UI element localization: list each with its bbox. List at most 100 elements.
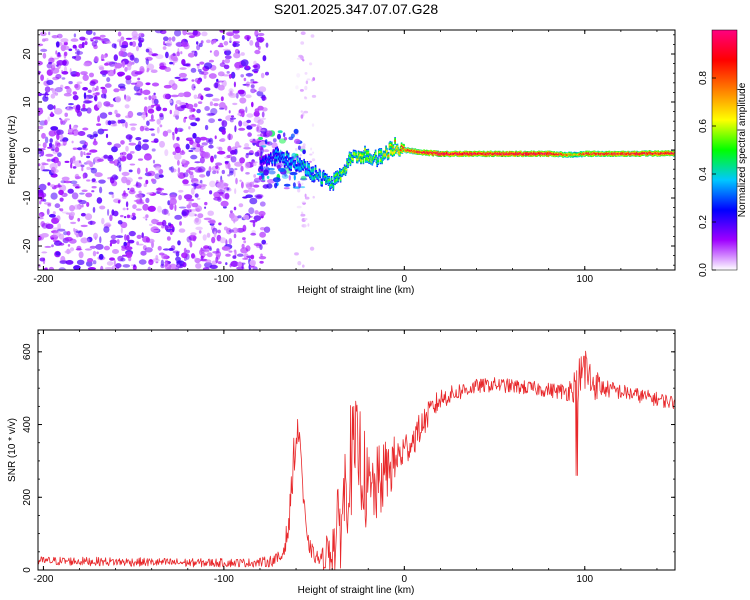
spectrogram-cell <box>123 216 127 219</box>
spectrogram-ridge-cell <box>271 161 274 164</box>
spectrogram-cell <box>191 183 199 187</box>
spectrogram-cell <box>234 125 237 133</box>
spectrogram-cell <box>146 63 155 71</box>
spectrogram-cell <box>256 34 259 41</box>
spectrogram-ridge-cell <box>520 152 522 154</box>
spectrogram-cell <box>75 230 82 234</box>
spectrogram-cell <box>304 218 308 221</box>
spectrogram-cell <box>145 197 150 204</box>
spectrogram-cell <box>136 112 143 116</box>
spectrogram-ridge-cell <box>417 151 420 153</box>
spectrogram-cell <box>91 41 98 47</box>
spectrogram-cell <box>213 231 217 238</box>
spectrogram-cell <box>56 33 63 39</box>
spectrogram-cell <box>174 76 181 79</box>
spectrogram-cell <box>159 114 164 121</box>
spectrogram-cell <box>56 41 60 48</box>
spectrogram-cell <box>109 160 115 164</box>
spectrogram-cell <box>300 175 307 180</box>
spectrogram-ridge-cell <box>420 151 422 153</box>
spectrogram-cell <box>98 253 104 260</box>
spectrogram-ridge-cell <box>456 153 459 155</box>
x-tick-label: -200 <box>33 574 53 585</box>
spectrogram-cell <box>132 204 137 210</box>
spectrogram-cell <box>121 245 128 249</box>
spectrogram-cell <box>60 118 63 125</box>
spectrogram-cell <box>172 151 177 155</box>
spectrogram-ridge-cell <box>463 153 465 155</box>
spectrogram-cell <box>87 258 94 263</box>
spectrogram-cell <box>60 84 64 90</box>
spectrogram-cell <box>80 150 83 158</box>
spectrogram-cell <box>221 169 225 175</box>
spectrogram-cell <box>115 113 121 118</box>
spectrogram-ridge-cell <box>373 157 375 159</box>
spectrogram-ridge-cell <box>285 161 287 163</box>
spectrogram-cell <box>237 113 241 116</box>
spectrogram-cell <box>42 52 47 59</box>
spectrogram-cell <box>230 215 239 222</box>
spectrogram-cell <box>254 108 260 114</box>
spectrogram-cell <box>215 162 223 166</box>
spectrogram-cell <box>243 240 247 244</box>
spectrogram-cell <box>81 167 84 172</box>
spectrogram-cell <box>119 119 126 124</box>
spectrogram-cell <box>153 138 159 144</box>
spectrogram-cell <box>309 246 315 251</box>
spectrogram-cell <box>255 195 263 200</box>
spectrogram-cell <box>186 198 195 202</box>
spectrogram-cell <box>203 217 212 221</box>
spectrogram-ridge-cell <box>277 151 279 153</box>
spectrogram-cell <box>90 220 93 225</box>
spectrogram-cell <box>250 232 257 236</box>
spectrogram-cell <box>219 188 223 196</box>
spectrogram-cell <box>195 263 202 269</box>
spectrogram-cell <box>104 83 112 88</box>
spectrogram-cell <box>151 178 155 182</box>
spectrogram-cell <box>187 212 196 217</box>
spectrogram-cell <box>66 248 71 255</box>
spectrogram-ridge-cell <box>667 152 669 154</box>
spectrogram-cell <box>149 223 153 227</box>
spectrogram-cell <box>201 31 208 37</box>
spectrogram-cell <box>272 138 277 143</box>
spectrogram-cell <box>307 223 310 227</box>
spectrogram-cell <box>190 122 198 127</box>
spectrogram-cell <box>221 34 225 41</box>
spectrogram-cell <box>234 141 240 149</box>
spectrogram-cell <box>140 250 147 256</box>
spectrogram-cell <box>154 173 161 180</box>
spectrogram-cell <box>130 187 135 193</box>
spectrogram-ridge-cell <box>372 158 374 161</box>
spectrogram-cell <box>192 143 198 148</box>
spectrogram-cell <box>85 192 93 198</box>
spectrogram-ridge-cell <box>487 153 490 155</box>
spectrogram-cell <box>44 86 51 93</box>
spectrogram-ridge-cell <box>386 150 388 153</box>
spectrogram-cell <box>206 232 211 238</box>
spectrogram-cell <box>78 200 87 205</box>
spectrogram-cell <box>261 107 268 112</box>
spectrogram-cell <box>107 69 115 77</box>
snr-panel: -200 -100 0 100 0 200 400 600 Height of straig… <box>7 329 676 596</box>
spectrogram-ridge-cell <box>387 154 390 157</box>
spectrogram-cell <box>135 137 142 141</box>
spectrogram-cell <box>198 230 202 234</box>
spectrogram-cell <box>242 214 250 220</box>
spectrogram-cell <box>97 101 102 109</box>
spectrogram-ridge-cell <box>368 159 370 161</box>
spectrogram-cell <box>225 262 228 266</box>
spectrogram-cell <box>92 131 98 138</box>
spectrogram-cell <box>297 187 301 193</box>
spectrogram-cell <box>69 124 72 130</box>
spectrogram-cell <box>305 80 309 85</box>
spectrogram-ridge-cell <box>364 148 366 151</box>
spectrogram-cell <box>162 93 169 100</box>
spectrogram-cell <box>144 247 153 253</box>
spectrogram-cell <box>230 260 239 267</box>
spectrogram-cell <box>244 143 250 148</box>
spectrogram-cell <box>209 180 216 188</box>
spectrogram-cell <box>197 213 204 219</box>
spectrogram-cell <box>65 260 74 265</box>
spectrogram-ridge-cell <box>513 153 516 155</box>
